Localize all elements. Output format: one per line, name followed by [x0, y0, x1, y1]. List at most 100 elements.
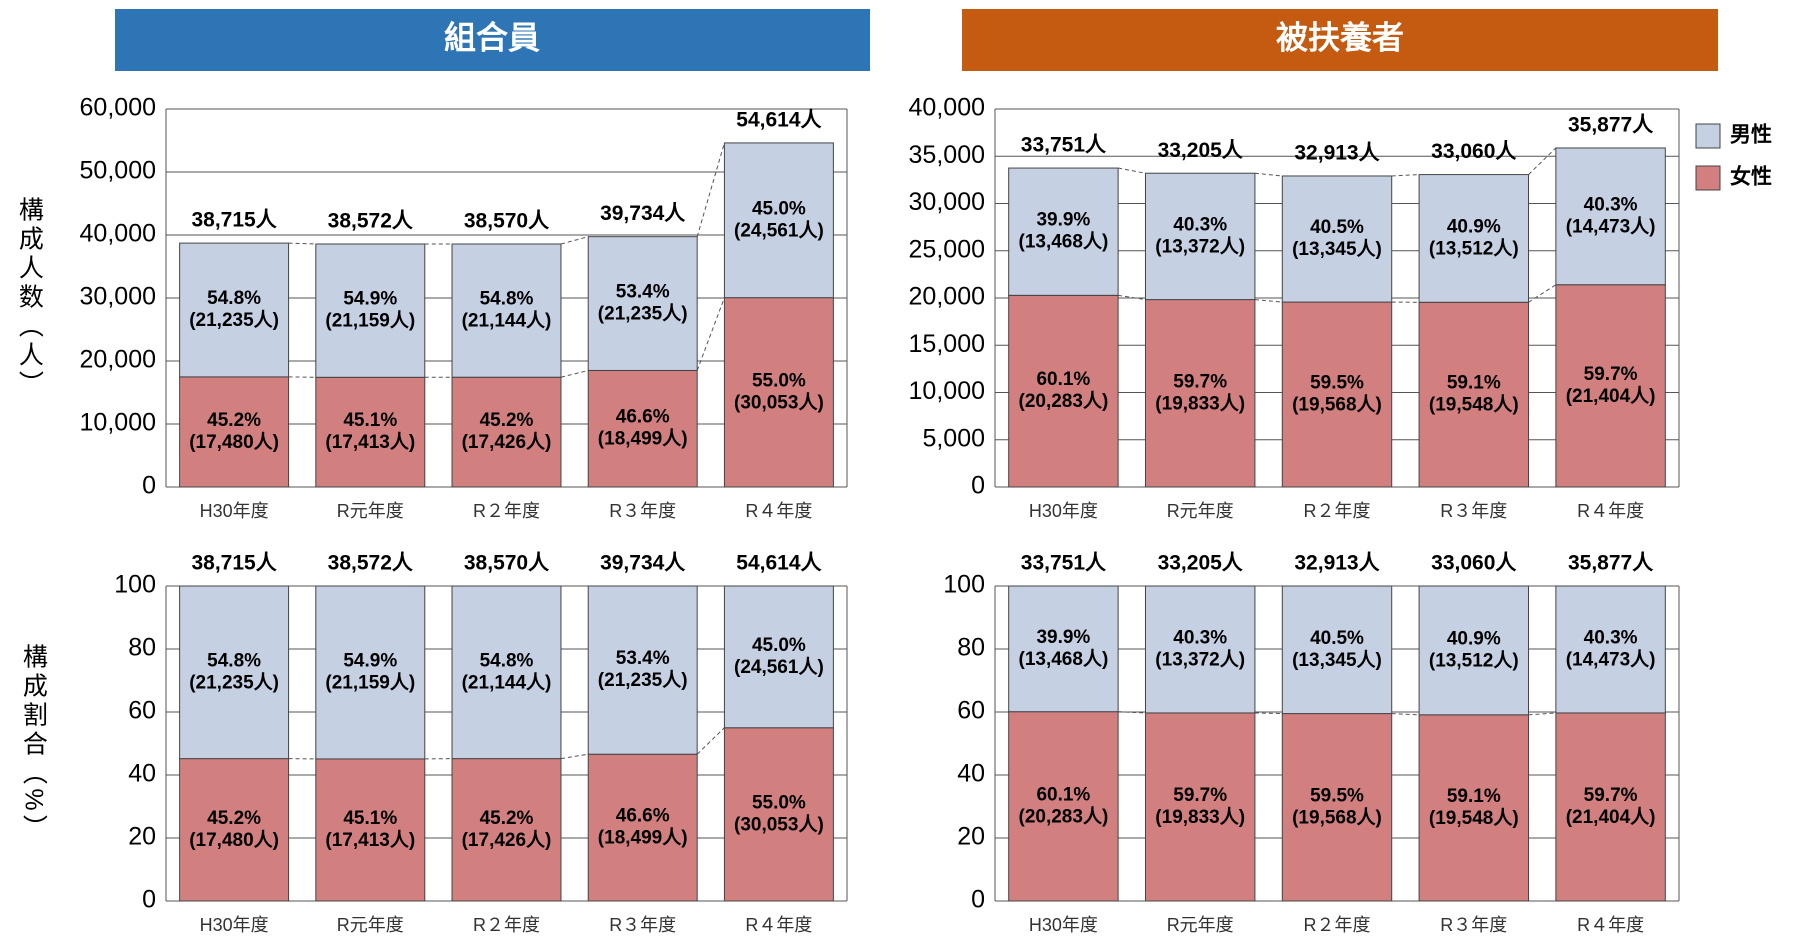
total-label: 35,877人: [1568, 552, 1653, 575]
legend-swatch: [1695, 165, 1721, 191]
data-label: 59.5%: [1310, 373, 1364, 394]
x-tick-label: R３年度: [609, 501, 676, 521]
data-label: (20,283人): [1019, 390, 1109, 412]
data-label: (20,283人): [1019, 805, 1109, 827]
y-tick-label: 40: [128, 760, 156, 788]
data-label: 45.1%: [343, 808, 397, 829]
connector: [1528, 147, 1557, 175]
data-label: (24,561人): [734, 656, 824, 678]
x-tick-label: R２年度: [1304, 915, 1371, 935]
total-label: 54,614人: [736, 108, 821, 131]
connector: [1254, 172, 1283, 177]
data-label: (21,235人): [598, 669, 688, 691]
total-label: 38,715人: [191, 552, 276, 575]
total-label: 33,060人: [1431, 140, 1516, 163]
data-label: 54.9%: [343, 650, 397, 671]
y-tick-label: 25,000: [909, 235, 985, 263]
connector: [696, 727, 725, 755]
data-label: (13,468人): [1019, 648, 1109, 670]
connector: [1528, 712, 1556, 716]
y-tick-label: 20,000: [909, 283, 985, 311]
bar-segment: [179, 376, 290, 488]
data-label: (19,568人): [1292, 394, 1382, 416]
data-label: (17,413人): [325, 829, 415, 851]
x-tick-label: R３年度: [1440, 501, 1507, 521]
legend-label: 男性: [1730, 123, 1772, 147]
data-label: 45.0%: [752, 198, 806, 219]
legend-label: 女性: [1730, 165, 1772, 189]
data-label: 55.0%: [752, 370, 806, 391]
total-label: 33,060人: [1431, 552, 1516, 575]
data-label: 54.8%: [207, 650, 261, 671]
total-label: 38,715人: [191, 209, 276, 232]
bar-segment: [723, 297, 834, 488]
x-tick-label: H30年度: [200, 915, 269, 935]
bar-segment: [587, 236, 698, 371]
connector: [696, 297, 725, 371]
x-tick-label: R元年度: [337, 915, 404, 935]
bar-segment: [1008, 294, 1119, 488]
total-label: 33,751人: [1021, 134, 1106, 157]
bar-segment: [1008, 585, 1119, 713]
bar-segment: [1555, 585, 1666, 714]
data-label: (13,345人): [1292, 238, 1382, 260]
total-label: 32,913人: [1294, 552, 1379, 575]
bar-segment: [1281, 713, 1393, 902]
data-label: 59.5%: [1310, 785, 1364, 806]
data-label: 60.1%: [1036, 784, 1090, 805]
total-label: 39,734人: [600, 202, 685, 225]
bar-segment: [1418, 714, 1530, 902]
connector: [560, 369, 589, 378]
data-label: (19,548人): [1429, 394, 1519, 416]
x-tick-label: R２年度: [473, 915, 540, 935]
y-tick-label: 0: [971, 472, 985, 500]
bar-segment: [315, 585, 426, 760]
data-label: (14,473人): [1566, 648, 1656, 670]
data-label: 54.8%: [480, 289, 534, 310]
x-tick-label: H30年度: [200, 501, 269, 521]
data-label: 40.3%: [1173, 214, 1227, 235]
data-label: (21,159人): [325, 671, 415, 693]
connector: [1391, 174, 1420, 177]
data-label: (17,426人): [462, 829, 552, 851]
total-label: 39,734人: [600, 552, 685, 575]
connector: [1254, 299, 1283, 303]
bar-segment: [1418, 585, 1530, 716]
data-label: (17,426人): [462, 431, 552, 453]
data-label: 39.9%: [1036, 210, 1090, 231]
data-label: (21,235人): [189, 309, 279, 331]
data-label: 60.1%: [1036, 369, 1090, 390]
bar-segment: [1418, 301, 1530, 488]
data-label: 40.3%: [1584, 194, 1638, 215]
total-label: 38,572人: [328, 552, 413, 575]
data-label: 59.1%: [1447, 373, 1501, 394]
y-tick-label: 20: [957, 823, 985, 851]
data-label: (13,512人): [1429, 237, 1519, 259]
connector: [1118, 167, 1146, 174]
data-label: 40.3%: [1173, 627, 1227, 648]
x-tick-label: H30年度: [1029, 915, 1098, 935]
header-bar: [115, 9, 870, 71]
y-axis-title: 構成割合（%）: [19, 643, 48, 843]
data-label: 46.6%: [616, 806, 670, 827]
bar-segment: [315, 243, 426, 378]
header-title: 被扶養者: [1276, 19, 1404, 55]
x-tick-label: R２年度: [1304, 501, 1371, 521]
data-label: 54.8%: [480, 650, 534, 671]
total-label: 33,205人: [1158, 552, 1243, 575]
connector: [1254, 712, 1283, 715]
data-label: (13,372人): [1155, 235, 1245, 257]
x-tick-label: R３年度: [1440, 915, 1507, 935]
data-label: (21,144人): [462, 310, 552, 332]
bar-segment: [315, 376, 426, 488]
data-label: 53.4%: [616, 648, 670, 669]
bar-segment: [1281, 585, 1393, 715]
header-title: 組合員: [444, 19, 540, 55]
data-label: (24,561人): [734, 219, 824, 241]
data-label: 46.6%: [616, 407, 670, 428]
y-tick-label: 30,000: [909, 188, 985, 216]
connector: [560, 753, 589, 760]
x-tick-label: R４年度: [745, 501, 812, 521]
bar-segment: [1144, 172, 1256, 301]
data-label: (19,833人): [1155, 392, 1245, 414]
